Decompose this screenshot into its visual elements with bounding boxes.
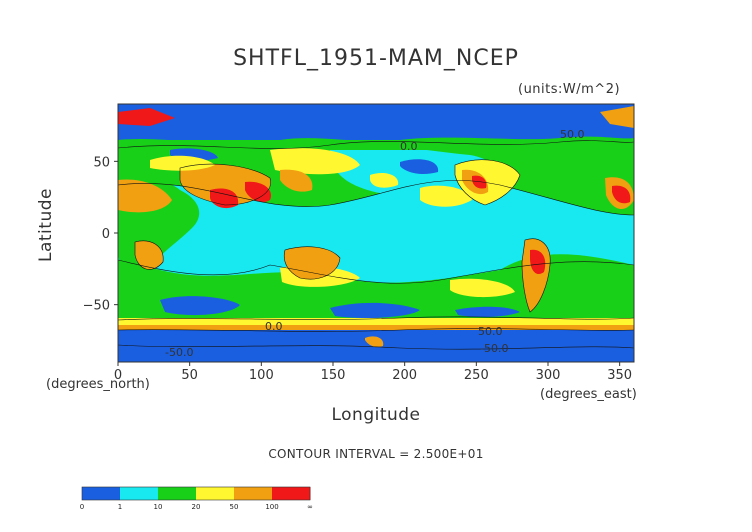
y-axis-unit: (degrees_north) [46,377,150,392]
field-yellow-3 [420,185,472,207]
colorbar-bin [139,487,159,500]
x-tick-label: 150 [321,368,346,383]
units-label: (units:W/m^2) [518,82,621,97]
y-tick-label: −50 [83,299,110,314]
field-orange-arctic [600,106,634,128]
land-europe [150,155,215,171]
colorbar-label: ∞ [307,503,313,511]
colorbar-frame [81,486,311,501]
contour-interval-note: CONTOUR INTERVAL = 2.500E+01 [268,447,484,461]
colorbar-bin [82,487,102,500]
land-asia [270,148,360,175]
x-tick-label: 100 [249,368,274,383]
x-tick-label: 250 [464,368,489,383]
x-tick-label: 350 [607,368,632,383]
contour-label: 0.0 [265,320,283,333]
x-tick-label: 300 [536,368,561,383]
colorbar-label: 10 [154,503,163,511]
colorbar-bin [272,487,292,500]
y-tick-label: 0 [102,227,110,242]
field-blue-blob-2 [330,302,420,318]
contour-label: -50.0 [165,346,193,359]
land-red-w-africa [612,185,631,204]
colorbar-label: 0 [80,503,84,511]
field-antarctic-yellow [118,318,634,328]
field-blue-blob-3 [455,306,520,317]
colorbar-bin [215,487,235,500]
colorbar-bin [196,487,216,500]
colorbar-bin [253,487,273,500]
field-cyan-tropics [118,180,634,283]
land-red-usa [472,175,487,189]
contour-label: -50.0 [480,342,508,355]
colorbar-bin [158,487,178,500]
x-axis-label: Longitude [331,405,421,425]
land-s-africa [135,240,164,270]
field-blue-blob-1 [160,296,240,316]
x-tick-label: 50 [181,368,198,383]
field-yellow-2 [450,278,515,298]
land-e-asia [280,169,313,192]
colorbar-bin [291,487,311,500]
land-sahara [118,179,172,213]
x-tick-label: 200 [392,368,417,383]
land-red-india [245,181,271,203]
land-australia [284,246,340,280]
field-arctic [118,104,634,140]
colorbar-label: 50 [230,503,239,511]
y-tick-label: 50 [93,155,110,170]
field-antarctic-orange-blob [365,336,384,348]
land-red-samerica [530,249,546,275]
chart-title: SHTFL_1951-MAM_NCEP [233,46,519,71]
contour-label: 50.0 [478,325,503,338]
field-blue-north-2 [400,159,439,175]
field-antarctic-orange [118,325,634,331]
contour-label: 50.0 [560,128,585,141]
x-tick-label: 0 [114,368,122,383]
x-axis: 0 50 100 150 200 250 300 350 [114,362,632,383]
plot-area: 0.0 0.0 50.0 -50.0 -50.0 50.0 [118,104,634,362]
colorbar: 0 1 10 20 50 100 ∞ [80,486,313,511]
colorbar-bin [177,487,197,500]
colorbar-label: 100 [265,503,278,511]
field-arctic-edge [118,136,634,150]
contour-label: 0.0 [400,140,418,153]
x-axis-unit: (degrees_east) [540,387,637,402]
colorbar-bin [234,487,254,500]
colorbar-label: 1 [118,503,122,511]
field-yellow-4 [370,173,399,188]
colorbar-label: 20 [192,503,201,511]
field-red-arctic [118,108,175,126]
colorbar-bin [101,487,121,500]
colorbar-bin [120,487,140,500]
contour-lines [118,140,634,350]
y-axis: 50 0 −50 [83,155,118,314]
